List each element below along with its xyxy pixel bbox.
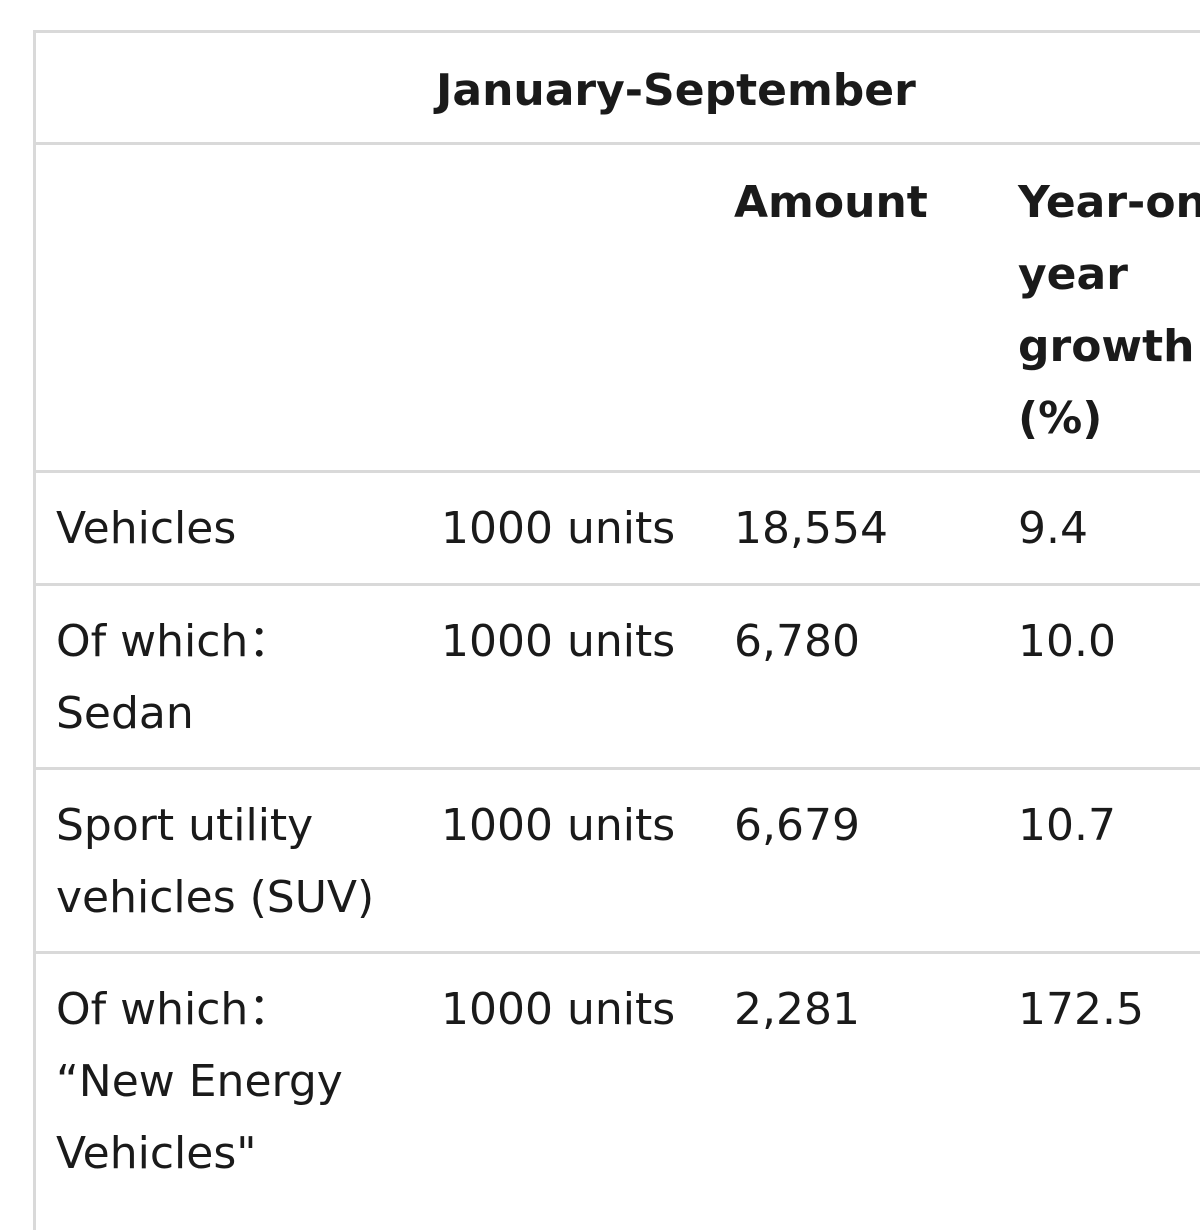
row-amount: 6,780 xyxy=(734,616,860,667)
row-unit: 1000 units xyxy=(441,984,676,1035)
row-item: Of which： “New Energy Vehicles" xyxy=(56,984,343,1179)
row-growth: 9.4 xyxy=(1018,503,1088,554)
column-header-growth: Year-on- year growth (%) xyxy=(1018,177,1200,444)
row-amount: 6,679 xyxy=(734,800,860,851)
row-amount: 18,554 xyxy=(734,503,888,554)
row-growth: 10.7 xyxy=(1018,800,1116,851)
table-row: Sport utility vehicles (SUV) 1000 units … xyxy=(36,770,1200,954)
row-item: Sport utility vehicles (SUV) xyxy=(56,800,375,923)
row-growth: 10.0 xyxy=(1018,616,1116,667)
row-unit: 1000 units xyxy=(441,616,676,667)
row-growth: 172.5 xyxy=(1018,984,1144,1035)
table-header-columns-row: Amount Year-on- year growth (%) xyxy=(36,145,1200,473)
table-row: Vehicles 1000 units 18,554 9.4 xyxy=(36,473,1200,586)
table-row: Of which： “New Energy Vehicles" 1000 uni… xyxy=(36,954,1200,1214)
data-table: January-September Amount Year-on- year g… xyxy=(33,30,1200,1230)
table-header-period-row: January-September xyxy=(36,33,1200,145)
period-header: January-September xyxy=(436,65,916,116)
row-unit: 1000 units xyxy=(441,800,676,851)
row-item: Vehicles xyxy=(56,503,237,554)
row-amount: 2,281 xyxy=(734,984,860,1035)
row-unit: 1000 units xyxy=(441,503,676,554)
row-item: Of which： Sedan xyxy=(56,616,293,739)
table-row: Of which： Sedan 1000 units 6,780 10.0 xyxy=(36,586,1200,770)
column-header-amount: Amount xyxy=(734,177,928,228)
